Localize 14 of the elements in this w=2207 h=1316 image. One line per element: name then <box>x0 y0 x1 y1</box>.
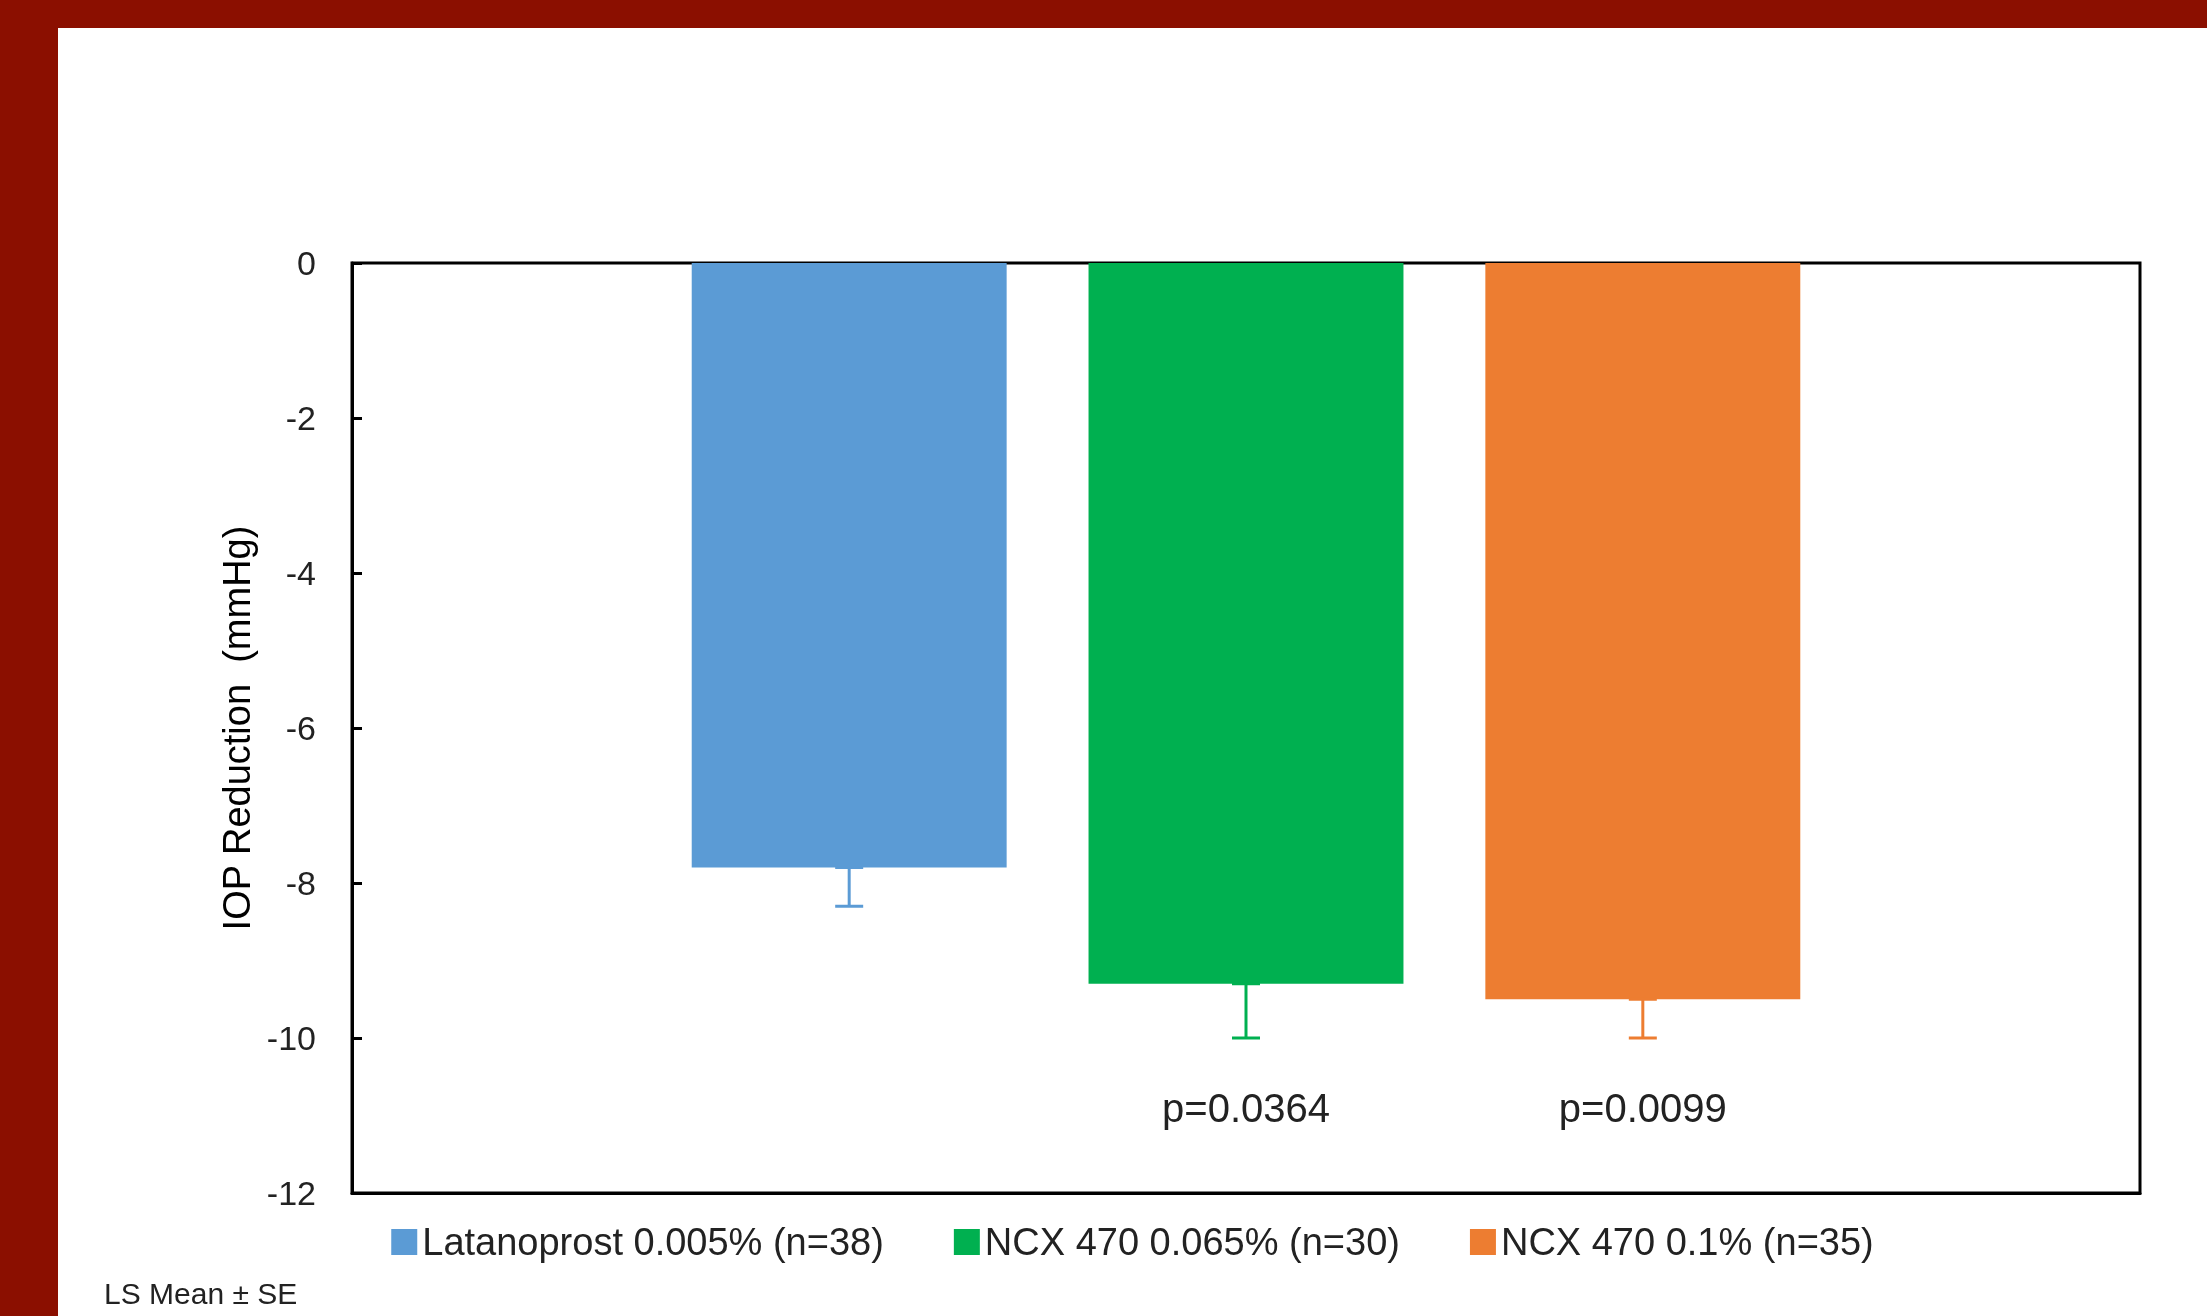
annotation: p=0.0364 <box>1162 1086 1330 1130</box>
legend-label: NCX 470 0.1% (n=35) <box>1500 1221 1874 1263</box>
legend-label: Latanoprost 0.005% (n=38) <box>422 1221 884 1263</box>
y-tick-label: 0 <box>297 244 316 282</box>
y-tick-label: -2 <box>285 399 316 437</box>
y-tick-label: -10 <box>266 1019 316 1057</box>
y-tick-label: -8 <box>285 864 316 902</box>
y-axis-title: IOP Reduction (mmHg) <box>215 525 258 931</box>
text: LS Mean ± SE <box>104 1276 298 1310</box>
annotation: p=0.0099 <box>1558 1086 1727 1130</box>
y-tick-label: -6 <box>285 709 316 747</box>
legend-label: NCX 470 0.065% (n=30) <box>984 1221 1400 1263</box>
y-tick-label: -4 <box>285 554 316 592</box>
y-tick-label: -12 <box>266 1174 316 1212</box>
